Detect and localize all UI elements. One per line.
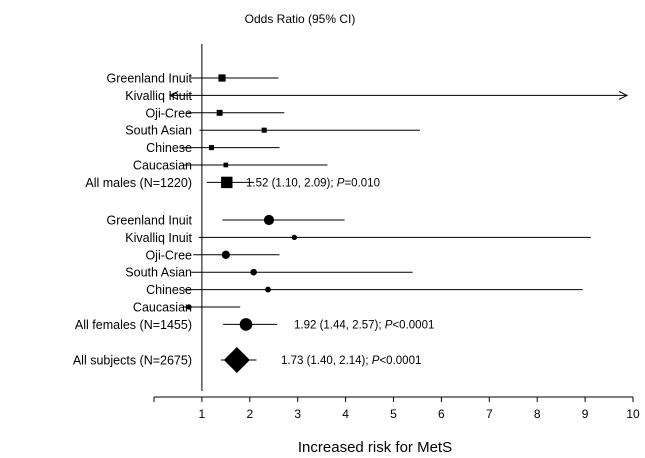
- x-tick-label: 7: [486, 407, 493, 421]
- row-label: Caucasian: [133, 301, 192, 315]
- summary-annotation: 1.92 (1.44, 2.57); P<0.0001: [294, 319, 434, 331]
- point-marker: [265, 286, 271, 293]
- row-label: Greenland Inuit: [107, 72, 193, 86]
- x-axis: 1 2 3 4 5 6 7 8 9 10: [153, 396, 640, 421]
- summary-label: All females (N=1455): [75, 318, 192, 332]
- summary-marker: [221, 176, 233, 189]
- row-label: Oji-Cree: [145, 248, 192, 262]
- row-label: Chinese: [146, 283, 192, 297]
- summary-annotation: 1.52 (1.10, 2.09); P=0.010: [246, 177, 380, 189]
- point-marker: [186, 304, 192, 310]
- summary-label: All males (N=1220): [85, 176, 192, 190]
- x-tick-label: 10: [626, 407, 640, 421]
- summary-label: All subjects (N=2675): [73, 354, 192, 368]
- x-tick-label: 6: [438, 407, 445, 421]
- x-tick-label: 9: [582, 407, 589, 421]
- point-marker: [261, 127, 267, 133]
- row-label: Caucasian: [133, 159, 192, 173]
- row-label: Oji-Cree: [145, 106, 192, 120]
- point-marker: [221, 250, 230, 259]
- summary-annotation: 1.73 (1.40, 2.14); P<0.0001: [281, 355, 421, 367]
- row-label: Kivalliq Inuit: [125, 231, 192, 245]
- point-marker: [291, 234, 298, 241]
- ci-arrow-right: [618, 90, 629, 100]
- summary-marker: [239, 318, 253, 331]
- ci-arrow-left: [168, 90, 179, 100]
- row-label: South Asian: [125, 124, 192, 138]
- point-marker: [216, 109, 223, 116]
- row-label: South Asian: [125, 266, 192, 280]
- summary-marker: [223, 347, 250, 373]
- x-tick-label: 5: [390, 407, 397, 421]
- point-marker: [208, 145, 215, 151]
- x-tick-label: 4: [342, 407, 349, 421]
- row-label: Chinese: [146, 141, 192, 155]
- x-axis-label: Increased risk for MetS: [298, 439, 452, 456]
- point-marker: [250, 268, 257, 276]
- x-tick-label: 8: [534, 407, 541, 421]
- point-marker: [218, 74, 226, 82]
- point-marker: [263, 214, 275, 226]
- x-tick-label: 1: [199, 407, 206, 421]
- chart-title: Odds Ratio (95% CI): [245, 12, 356, 26]
- x-tick-label: 2: [246, 407, 253, 421]
- row-label: Greenland Inuit: [107, 214, 193, 228]
- plot-marks: Greenland Inuit Kivalliq Inuit Oji-Cree Sou…: [73, 44, 629, 391]
- x-tick-label: 3: [294, 407, 301, 421]
- point-marker: [223, 162, 229, 168]
